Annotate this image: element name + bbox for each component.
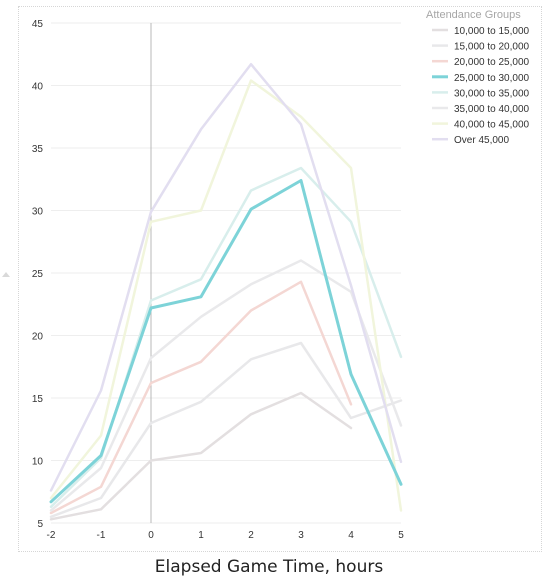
x-axis-label: Elapsed Game Time, hours [154,557,384,577]
x-tick-label: 4 [348,530,354,541]
legend-item-label[interactable]: 15,000 to 20,000 [454,42,530,53]
y-tick-label: 30 [32,207,44,218]
y-tick-label: 35 [32,144,44,155]
x-tick-label: 5 [398,530,404,541]
legend-item-label[interactable]: 25,000 to 30,000 [454,73,530,84]
x-tick-label: 2 [248,530,254,541]
legend-item-label[interactable]: Over 45,000 [454,135,509,146]
series-line[interactable] [49,79,403,512]
legend-item-label[interactable]: 40,000 to 45,000 [454,120,530,131]
legend-item-label[interactable]: 10,000 to 15,000 [454,26,530,37]
collapse-arrow-icon[interactable] [2,271,10,277]
legend-item-label[interactable]: 30,000 to 35,000 [454,88,530,99]
x-tick-label: -2 [47,530,56,541]
y-tick-label: 15 [32,394,44,405]
series-line[interactable] [49,179,403,504]
series-line[interactable] [49,62,403,492]
y-tick-label: 10 [32,457,44,468]
series-line[interactable] [49,391,353,521]
x-tick-label: 1 [198,530,204,541]
series-line[interactable] [49,341,403,519]
x-tick-label: 0 [148,530,154,541]
y-axis: 5 10 15 20 25 30 35 40 45 [32,19,44,530]
x-axis: -2 -1 0 1 2 3 4 5 [47,530,405,541]
legend[interactable]: Attendance Groups 10,000 to 15,000 15,000 … [426,9,530,146]
y-tick-label: 40 [32,82,44,93]
chart-frame: 5 10 15 20 25 30 35 40 45 -2 -1 0 1 2 3 4 5 Attendance … [18,6,542,577]
series-line[interactable] [49,280,353,515]
y-tick-label: 45 [32,19,44,30]
series-line[interactable] [49,259,403,512]
series-lines [49,62,403,521]
legend-item-label[interactable]: 20,000 to 25,000 [454,57,530,68]
x-tick-label: 3 [298,530,304,541]
y-tick-label: 20 [32,332,44,343]
y-tick-label: 25 [32,269,44,280]
legend-item-label[interactable]: 35,000 to 40,000 [454,104,530,115]
legend-title: Attendance Groups [426,9,521,21]
y-tick-label: 5 [37,519,43,530]
x-tick-label: -1 [97,530,106,541]
